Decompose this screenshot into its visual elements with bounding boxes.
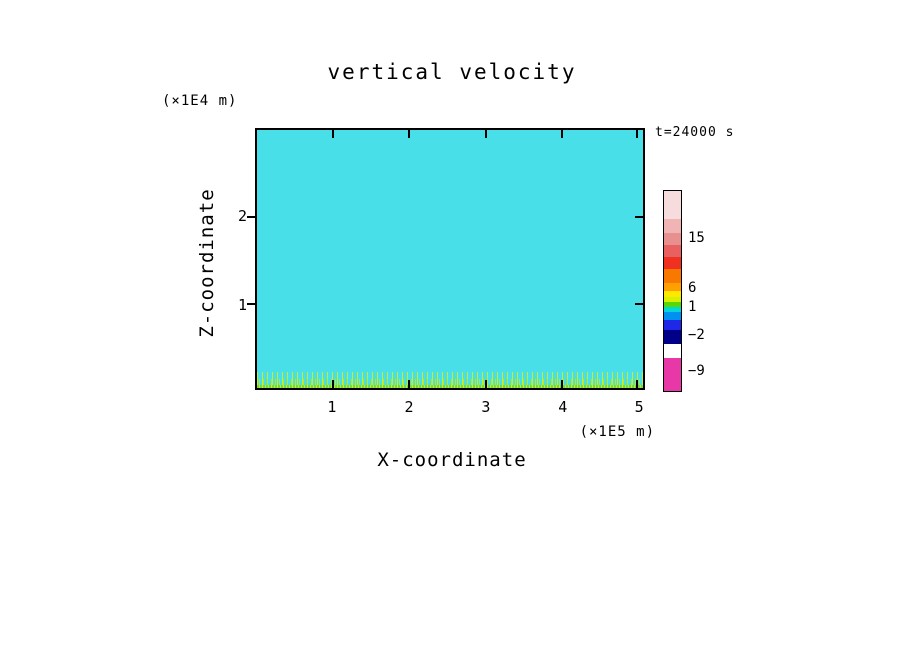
y-axis-tick [247, 215, 255, 218]
y-axis-tick [635, 215, 643, 218]
colorbar-tick-label: −2 [688, 327, 705, 343]
x-axis-tick [332, 380, 335, 388]
y-tick-label: 1 [237, 295, 247, 314]
colorbar-segment [664, 269, 681, 283]
colorbar-tick-label: 15 [688, 230, 705, 246]
colorbar-segment [664, 307, 681, 312]
colorbar-segment [664, 257, 681, 269]
x-axis-unit-label: (×1E5 m) [579, 424, 655, 440]
x-axis-tick [636, 380, 639, 388]
colorbar-segment [664, 283, 681, 291]
x-axis-tick [484, 130, 487, 138]
colorbar-segment [664, 320, 681, 330]
x-axis-tick [636, 130, 639, 138]
x-axis-title: X-coordinate [377, 449, 527, 471]
y-axis-tick [247, 303, 255, 306]
x-tick-label: 5 [634, 398, 644, 416]
colorbar [663, 190, 682, 392]
x-axis-tick [560, 130, 563, 138]
colorbar-tick-label: 6 [688, 280, 697, 296]
x-axis-tick [560, 380, 563, 388]
x-axis-tick [408, 380, 411, 388]
colorbar-segment [664, 291, 681, 297]
colorbar-segment [664, 191, 681, 219]
y-axis-tick [635, 303, 643, 306]
y-tick-label: 2 [237, 207, 247, 226]
colorbar-segment [664, 297, 681, 302]
colorbar-segment [664, 344, 681, 358]
colorbar-labels: 15 6 1 −2 −9 [688, 190, 728, 390]
colorbar-segment [664, 245, 681, 257]
colorbar-segment [664, 302, 681, 307]
surface-noise-layer [257, 385, 643, 388]
x-tick-label: 1 [327, 398, 337, 416]
y-axis-title: Z-coordinate [196, 188, 218, 338]
x-tick-label: 3 [481, 398, 491, 416]
x-axis-tick [484, 380, 487, 388]
time-annotation: t=24000 s [655, 125, 735, 140]
colorbar-segment [664, 219, 681, 233]
x-tick-label: 2 [404, 398, 414, 416]
surface-noise-layer [257, 379, 643, 388]
colorbar-segment [664, 330, 681, 344]
x-axis-tick [408, 130, 411, 138]
x-axis-tick [332, 130, 335, 138]
plot-area [247, 128, 645, 390]
chart-title: vertical velocity [327, 60, 577, 84]
colorbar-tick-label: 1 [688, 299, 697, 315]
colorbar-segment [664, 312, 681, 320]
colorbar-tick-label: −9 [688, 363, 705, 379]
x-axis-tick-labels: 1 2 3 4 5 [255, 398, 645, 418]
x-tick-label: 4 [558, 398, 568, 416]
colorbar-segment [664, 358, 681, 391]
colorbar-segment [664, 233, 681, 245]
y-axis-unit-label: (×1E4 m) [162, 93, 238, 109]
